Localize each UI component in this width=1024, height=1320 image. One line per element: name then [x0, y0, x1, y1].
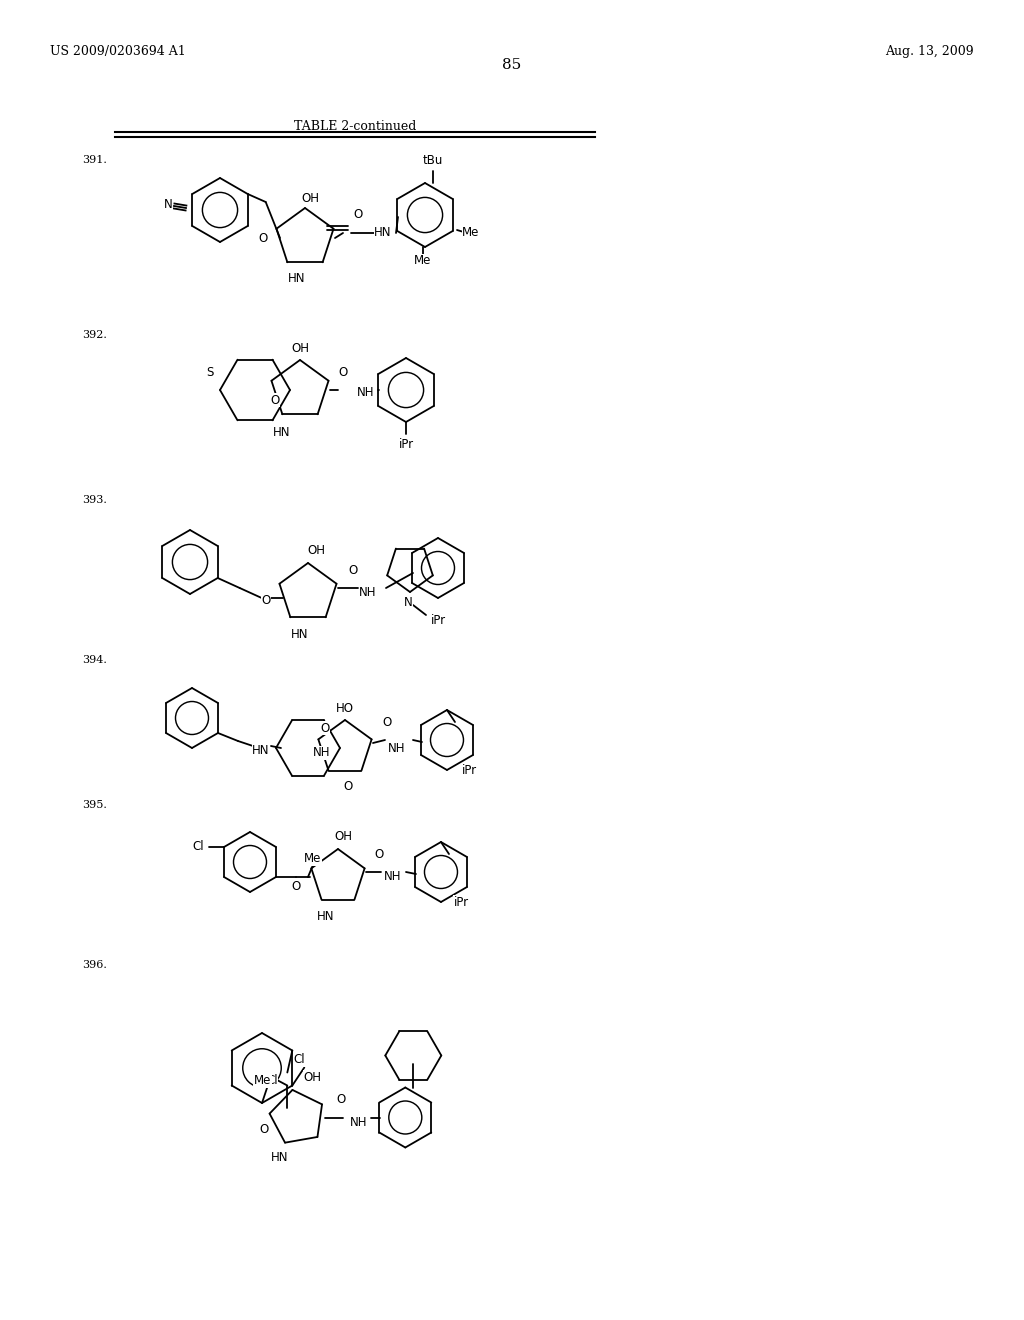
- Text: HN: HN: [317, 911, 335, 924]
- Text: O: O: [260, 1123, 269, 1137]
- Text: tBu: tBu: [423, 154, 443, 168]
- Text: S: S: [206, 366, 214, 379]
- Text: O: O: [261, 594, 270, 607]
- Text: O: O: [258, 231, 267, 244]
- Text: 396.: 396.: [82, 960, 106, 970]
- Text: NH: NH: [349, 1115, 367, 1129]
- Text: O: O: [353, 209, 362, 222]
- Text: 395.: 395.: [82, 800, 106, 810]
- Text: N: N: [403, 595, 413, 609]
- Text: OH: OH: [301, 191, 319, 205]
- Text: NH: NH: [359, 586, 377, 599]
- Text: iPr: iPr: [430, 614, 445, 627]
- Text: HN: HN: [273, 425, 291, 438]
- Text: Cl: Cl: [193, 841, 204, 854]
- Text: 394.: 394.: [82, 655, 106, 665]
- Text: HN: HN: [270, 1151, 288, 1164]
- Text: NH: NH: [384, 870, 401, 883]
- Text: O: O: [348, 564, 357, 577]
- Text: O: O: [338, 366, 347, 379]
- Text: 85: 85: [503, 58, 521, 73]
- Text: HN: HN: [252, 744, 269, 758]
- Text: O: O: [337, 1093, 346, 1106]
- Text: O: O: [375, 847, 384, 861]
- Text: Me: Me: [462, 227, 479, 239]
- Text: Aug. 13, 2009: Aug. 13, 2009: [886, 45, 974, 58]
- Text: 392.: 392.: [82, 330, 106, 341]
- Text: iPr: iPr: [454, 895, 469, 908]
- Text: Me: Me: [254, 1074, 271, 1086]
- Text: HN: HN: [374, 227, 392, 239]
- Text: HO: HO: [336, 701, 354, 714]
- Text: O: O: [382, 715, 391, 729]
- Text: NH: NH: [357, 385, 375, 399]
- Text: iPr: iPr: [462, 763, 476, 776]
- Text: O: O: [343, 780, 352, 792]
- Text: Cl: Cl: [294, 1053, 305, 1067]
- Text: iPr: iPr: [398, 437, 414, 450]
- Text: OH: OH: [291, 342, 309, 355]
- Text: TABLE 2-continued: TABLE 2-continued: [294, 120, 416, 133]
- Text: OH: OH: [334, 830, 352, 843]
- Text: OH: OH: [303, 1071, 322, 1084]
- Text: HN: HN: [288, 272, 306, 285]
- Text: 391.: 391.: [82, 154, 106, 165]
- Text: NH: NH: [388, 742, 406, 755]
- Text: O: O: [270, 393, 280, 407]
- Text: NH: NH: [313, 747, 331, 759]
- Text: US 2009/0203694 A1: US 2009/0203694 A1: [50, 45, 185, 58]
- Text: O: O: [292, 880, 301, 894]
- Text: HN: HN: [291, 628, 309, 642]
- Text: N: N: [164, 198, 172, 211]
- Text: Cl: Cl: [266, 1073, 278, 1086]
- Text: OH: OH: [307, 544, 325, 557]
- Text: Me: Me: [415, 255, 432, 268]
- Text: 393.: 393.: [82, 495, 106, 506]
- Text: O: O: [321, 722, 330, 734]
- Text: Me: Me: [304, 853, 322, 866]
